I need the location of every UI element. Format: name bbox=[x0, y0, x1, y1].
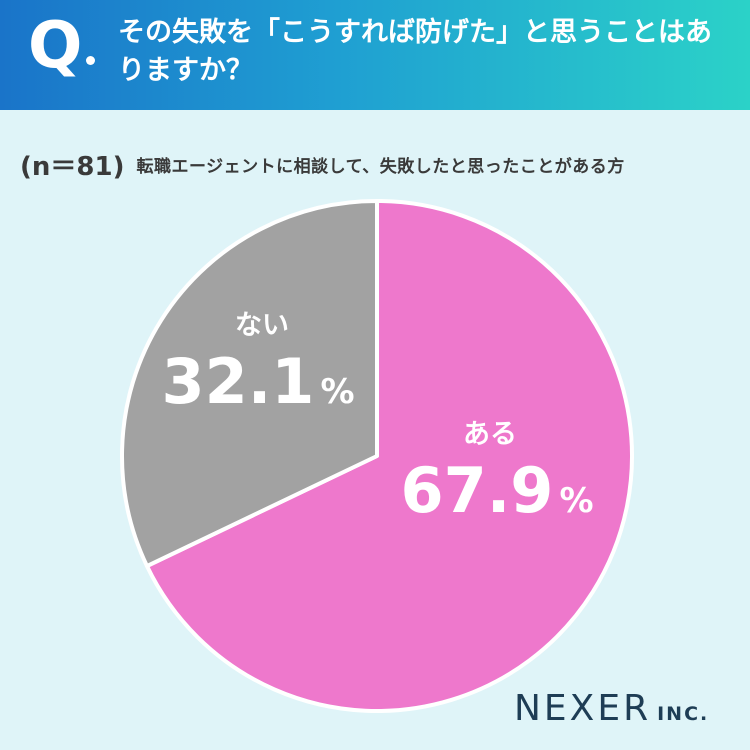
slice-no-value: 32.1% bbox=[161, 345, 354, 418]
slice-yes-value: 67.9% bbox=[400, 454, 593, 527]
q-dot-icon bbox=[86, 56, 95, 65]
sample-info: (n＝81) 転職エージェントに相談して、失敗したと思ったことがある方 bbox=[20, 146, 625, 182]
brand-logo: NEXER INC. bbox=[514, 688, 709, 729]
slice-yes-label: ある bbox=[463, 419, 517, 450]
slice-no-label: ない bbox=[235, 310, 289, 341]
sample-description: 転職エージェントに相談して、失敗したと思ったことがある方 bbox=[136, 156, 625, 177]
header-banner: Q その失敗を「こうすれば防げた」と思うことはありますか？ bbox=[0, 0, 750, 110]
brand-name: NEXER bbox=[514, 688, 652, 729]
q-mark: Q bbox=[28, 9, 83, 83]
slice-yes bbox=[144, 199, 634, 713]
sample-size: (n＝81) bbox=[20, 151, 125, 182]
question-text: その失敗を「こうすれば防げた」と思うことはありますか？ bbox=[118, 17, 712, 86]
brand-suffix: INC. bbox=[657, 703, 710, 725]
slice-no bbox=[120, 199, 379, 569]
